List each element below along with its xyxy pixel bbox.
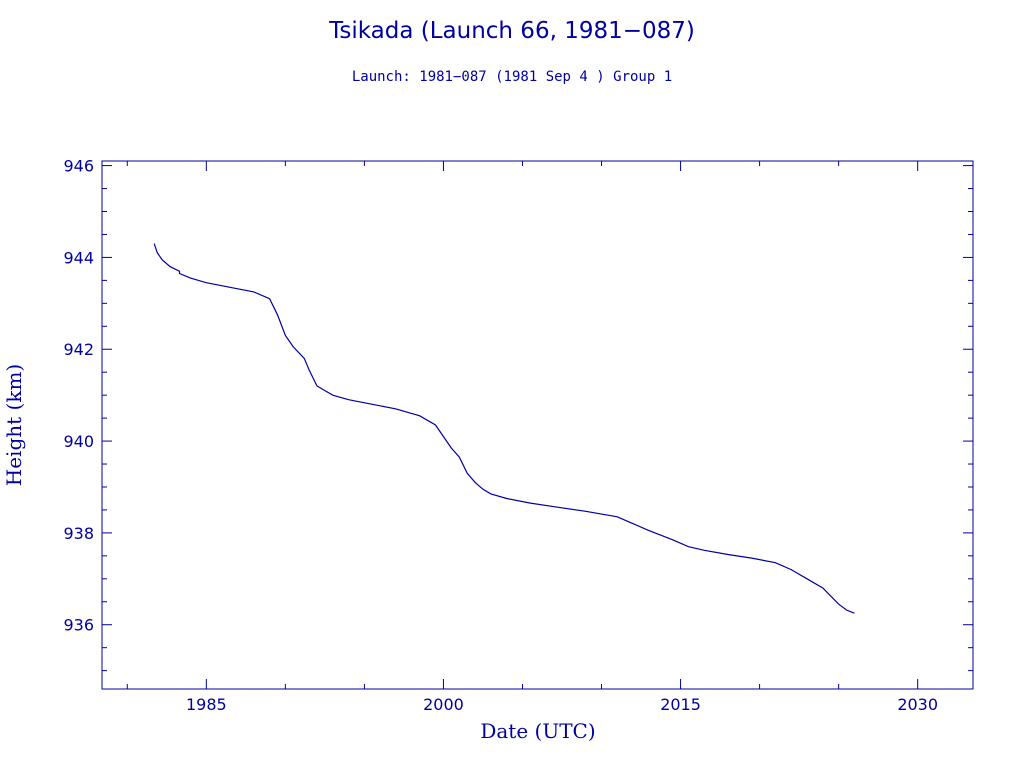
x-tick-label: 1985	[186, 695, 227, 714]
chart-subtitle: Launch: 1981−087 (1981 Sep 4 ) Group 1	[352, 69, 672, 85]
plot-frame	[101, 160, 974, 690]
y-axis-label: Height (km)	[2, 364, 26, 486]
y-tick-label: 938	[63, 524, 94, 543]
x-ticks	[126, 161, 919, 689]
series-line	[153, 243, 855, 614]
chart-title: Tsikada (Launch 66, 1981−087)	[328, 18, 695, 44]
y-tick-label: 946	[63, 157, 94, 176]
x-axis-label: Date (UTC)	[480, 719, 595, 743]
x-tick-label: 2015	[660, 695, 701, 714]
y-tick-label: 944	[63, 248, 94, 267]
y-tick-label: 942	[63, 340, 94, 359]
x-tick-labels: 1985 2000 2015 2030	[186, 695, 938, 714]
y-tick-labels: 936 938 940 942 944 946	[63, 157, 94, 635]
y-tick-label: 936	[63, 616, 94, 635]
x-tick-label: 2030	[897, 695, 938, 714]
x-tick-label: 2000	[423, 695, 464, 714]
y-tick-label: 940	[63, 432, 94, 451]
y-ticks	[102, 165, 973, 672]
